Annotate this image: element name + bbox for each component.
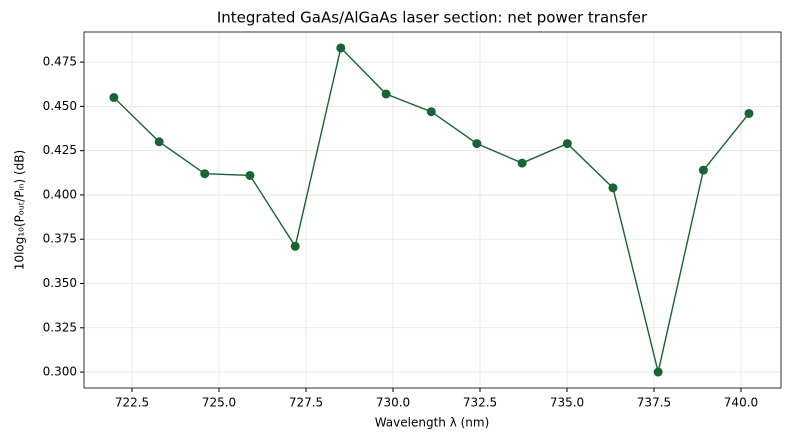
point (109, 93, 119, 103)
x-tick-label: 737.5 (637, 396, 671, 410)
point (562, 139, 572, 149)
y-tick-label: 0.400 (43, 187, 77, 201)
x-tick-label: 722.5 (115, 396, 149, 410)
y-tick-label: 0.425 (43, 143, 77, 157)
point (154, 137, 164, 147)
y-tick-label: 0.350 (43, 276, 77, 290)
point (200, 169, 210, 179)
point (336, 43, 346, 53)
y-tick-label: 0.450 (43, 99, 77, 113)
x-tick-label: 730.0 (376, 396, 410, 410)
point (290, 241, 300, 251)
y-axis-label: 10log₁₀(Pₒᵤₜ/Pᵢₙ) (dB) (13, 150, 27, 270)
y-tick-label: 0.375 (43, 232, 77, 246)
y-tick-label: 0.475 (43, 55, 77, 69)
point (472, 139, 482, 149)
x-axis-label: Wavelength λ (nm) (375, 416, 490, 430)
point (698, 165, 708, 175)
point (653, 367, 663, 377)
x-tick-label: 725.0 (202, 396, 236, 410)
x-tick-label: 727.5 (289, 396, 323, 410)
x-tick-label: 735.0 (550, 396, 584, 410)
y-tick-label: 0.325 (43, 320, 77, 334)
point (517, 158, 527, 168)
plot-frame (83, 31, 782, 389)
x-tick-label: 732.5 (463, 396, 497, 410)
y-tick-label: 0.300 (43, 365, 77, 379)
x-tick-label: 740.0 (724, 396, 758, 410)
point (245, 170, 255, 180)
point (608, 183, 618, 193)
point (381, 89, 391, 99)
chart-title: Integrated GaAs/AlGaAs laser section: ne… (217, 9, 648, 27)
point (744, 108, 754, 118)
point (426, 107, 436, 117)
